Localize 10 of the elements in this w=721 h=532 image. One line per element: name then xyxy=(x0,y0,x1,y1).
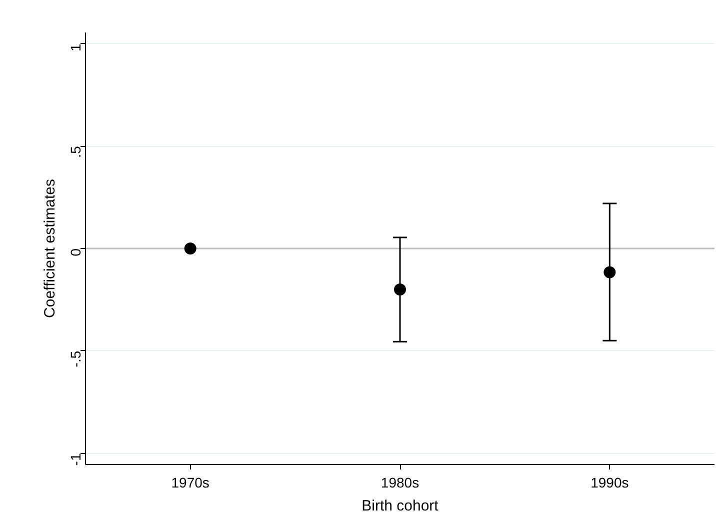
y-tick-label: .5 xyxy=(68,146,84,158)
x-tick-label: 1990s xyxy=(590,474,629,490)
y-tick-label: -.5 xyxy=(68,350,84,368)
y-axis-title: Coefficient estimates xyxy=(42,179,58,318)
x-tick-label: 1970s xyxy=(171,474,210,490)
y-tick-label: -1 xyxy=(68,453,84,466)
x-axis-title: Birth cohort xyxy=(362,498,440,514)
y-tick-label: 0 xyxy=(68,248,84,256)
x-tick-label: 1980s xyxy=(380,474,420,490)
y-tick-label: 1 xyxy=(68,44,84,52)
